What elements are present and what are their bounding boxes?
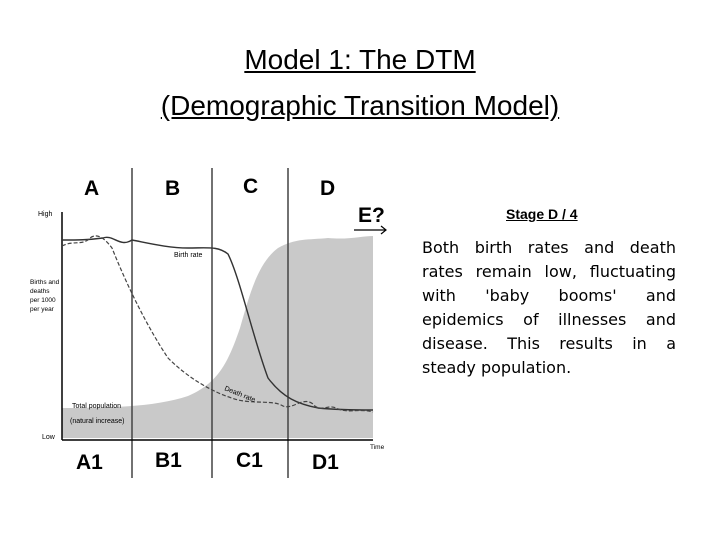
stage-label-bottom: D1 [312,451,339,474]
y-high-label: High [38,211,53,218]
y-axis-label-line: per year [30,306,55,313]
birth-rate-curve [61,236,374,411]
stage-label-bottom: C1 [236,449,263,472]
title-line-1: Model 1: The DTM [244,44,476,75]
stage-label-bottom: A1 [76,451,103,474]
total-population-label: Total population [72,403,121,410]
y-axis-label-line: Births and [30,279,60,286]
population-area [62,236,373,438]
y-axis-label-line: per 1000 [30,297,56,304]
title-line-2: (Demographic Transition Model) [160,90,560,121]
stage-label-top: D [320,177,335,200]
stage-label-top: B [165,177,180,200]
arrow-head [380,225,387,235]
y-axis-label: Births and deaths per 1000 per year [30,279,61,313]
natural-increase-label: (natural increase) [70,418,124,425]
y-axis-label-line: deaths [30,288,50,295]
y-low-label: Low [42,434,56,441]
dtm-diagram: A B C D E? A1 B1 C1 D1 High Low Births a… [30,168,387,478]
stage-label-top: C [243,175,258,198]
stage-label-top: A [84,177,99,200]
death-rate-curve [61,235,374,413]
stage-label-next: E? [358,204,385,227]
stage-heading: Stage D / 4 [506,206,578,222]
stage-description: Both birth rates and death rates remain … [422,238,676,377]
stage-label-bottom: B1 [155,449,182,472]
x-axis-label: Time [370,444,385,451]
birth-rate-label: Birth rate [174,252,203,259]
